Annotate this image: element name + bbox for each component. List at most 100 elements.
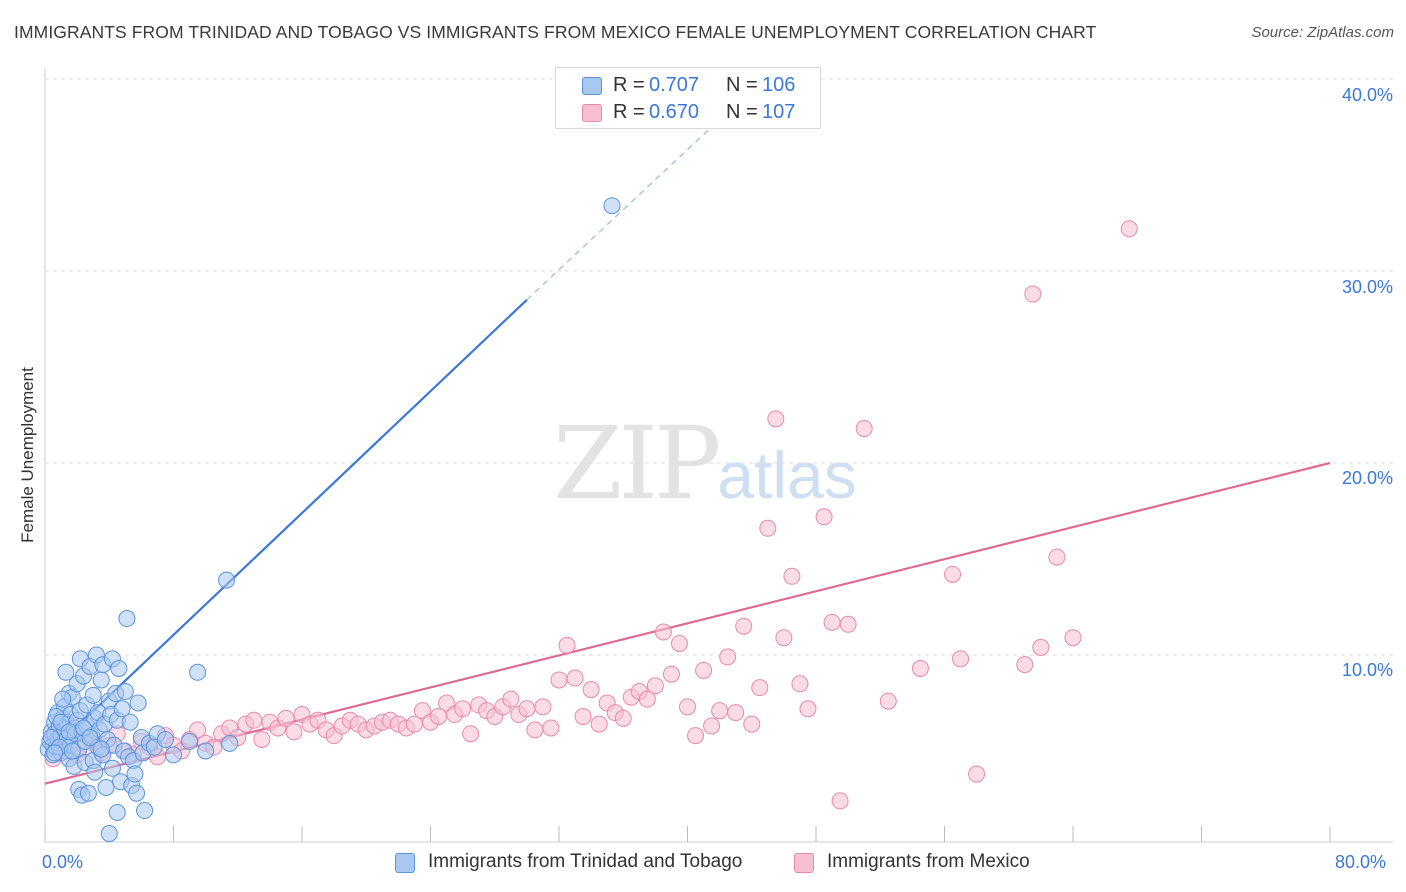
point-trinidad (218, 571, 236, 589)
point-mexico (879, 692, 897, 710)
legend-swatch-blue (582, 77, 602, 95)
point-mexico (911, 659, 929, 677)
bottom-legend-swatch-blue (395, 853, 415, 873)
point-mexico (614, 709, 632, 727)
point-mexico (590, 715, 608, 733)
point-mexico (1032, 638, 1050, 656)
point-mexico (831, 792, 849, 810)
point-mexico (695, 661, 713, 679)
point-mexico (952, 650, 970, 668)
axes (44, 68, 1393, 843)
point-trinidad (221, 734, 239, 752)
point-trinidad (110, 659, 128, 677)
legend-n-label: N = (726, 101, 758, 123)
point-mexico (558, 636, 576, 654)
point-mexico (839, 615, 857, 633)
point-mexico (703, 717, 721, 735)
point-mexico (1048, 548, 1066, 566)
point-trinidad (63, 742, 81, 760)
source-label: Source: ZipAtlas.com (1251, 24, 1394, 41)
point-trinidad (79, 784, 97, 802)
point-mexico (646, 677, 664, 695)
trendline-mexico-solid (44, 461, 1331, 785)
trendline-trinidad-dashed (526, 126, 713, 301)
legend-swatch-pink (582, 104, 602, 122)
chart-title: IMMIGRANTS FROM TRINIDAD AND TOBAGO VS I… (14, 22, 1097, 42)
point-mexico (815, 508, 833, 526)
point-mexico (662, 665, 680, 683)
point-trinidad (113, 700, 131, 718)
legend-row-trinidad: R = 0.707 N = 106 (556, 74, 820, 100)
trendline-trinidad-solid (44, 299, 528, 758)
point-trinidad (81, 729, 99, 747)
point-mexico (438, 694, 456, 712)
point-mexico (462, 725, 480, 743)
y-tick-30: 30.0% (1341, 277, 1393, 297)
point-mexico (775, 629, 793, 647)
legend-r-value: 0.670 (649, 101, 700, 123)
point-trinidad (60, 723, 78, 741)
watermark-atlas: atlas (717, 438, 857, 512)
y-tick-40: 40.0% (1341, 85, 1393, 105)
point-mexico (687, 727, 705, 745)
x-tick-min: 0.0% (42, 852, 84, 872)
legend-n-label: N = (726, 74, 758, 96)
point-mexico (767, 410, 785, 428)
point-mexico (743, 715, 761, 733)
point-mexico (526, 721, 544, 739)
points-trinidad (39, 197, 621, 843)
point-trinidad (165, 746, 182, 764)
legend-row-mexico: R = 0.670 N = 107 (556, 101, 820, 127)
point-mexico (189, 721, 207, 739)
point-mexico (679, 698, 696, 716)
point-mexico (502, 690, 520, 708)
point-trinidad (54, 690, 72, 708)
point-trinidad (121, 713, 139, 731)
legend-r-value: 0.707 (649, 74, 700, 96)
point-mexico (518, 700, 536, 718)
point-trinidad (46, 744, 64, 762)
point-trinidad (103, 759, 121, 777)
y-tick-10: 10.0% (1341, 660, 1393, 680)
y-tick-20: 20.0% (1341, 468, 1393, 488)
point-trinidad (97, 778, 115, 796)
point-mexico (751, 679, 769, 697)
legend-r-label: R = (613, 101, 645, 123)
point-trinidad (197, 742, 215, 760)
point-mexico (550, 671, 568, 689)
gridlines (45, 78, 1393, 656)
point-trinidad (156, 730, 174, 748)
point-mexico (670, 634, 688, 652)
x-tick-max: 80.0% (1335, 852, 1387, 872)
point-mexico (454, 700, 472, 718)
point-mexico (944, 565, 962, 583)
point-trinidad (108, 803, 126, 821)
point-trinidad (57, 663, 75, 681)
point-mexico (759, 519, 777, 537)
point-mexico (799, 700, 817, 718)
point-trinidad (603, 197, 621, 215)
legend-n-value: 106 (762, 74, 796, 96)
point-mexico (566, 669, 584, 687)
point-mexico (711, 702, 729, 720)
point-mexico (574, 707, 592, 725)
point-mexico (413, 702, 431, 720)
point-mexico (1016, 656, 1034, 674)
point-trinidad (129, 694, 147, 712)
point-trinidad (92, 671, 110, 689)
point-mexico (582, 681, 600, 699)
point-mexico (277, 709, 295, 727)
point-mexico (542, 719, 560, 737)
point-trinidad (118, 610, 136, 628)
y-axis-label: Female Unemployment (18, 367, 37, 543)
point-trinidad (86, 763, 104, 781)
point-mexico (285, 723, 303, 741)
point-mexico (1024, 285, 1042, 303)
point-mexico (727, 704, 745, 722)
point-trinidad (189, 663, 207, 681)
point-mexico (245, 711, 263, 729)
point-trinidad (128, 784, 146, 802)
point-mexico (719, 648, 737, 666)
point-trinidad (92, 740, 110, 758)
